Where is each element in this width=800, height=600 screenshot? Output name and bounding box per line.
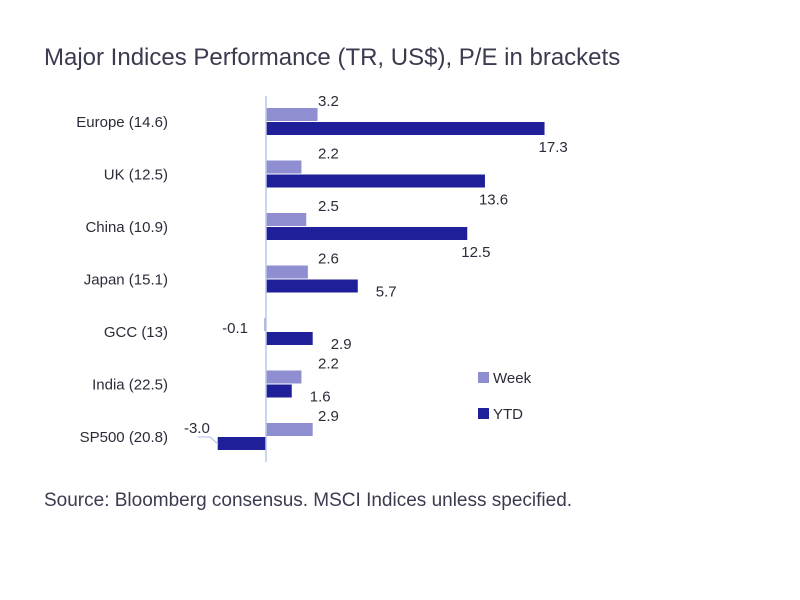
category-label: India (22.5)	[92, 377, 168, 394]
data-label-ytd: 13.6	[479, 192, 508, 209]
category-label: China (10.9)	[85, 219, 168, 236]
data-label-ytd: 2.9	[331, 336, 352, 353]
data-label-ytd: 12.5	[461, 244, 490, 261]
data-label-week: -0.1	[222, 320, 248, 337]
bar-ytd	[217, 437, 266, 450]
data-label-week: 2.9	[318, 408, 339, 425]
data-label-week: 3.2	[318, 93, 339, 110]
chart-title: Major Indices Performance (TR, US$), P/E…	[44, 44, 621, 71]
data-label-ytd: 17.3	[539, 139, 568, 156]
legend-label-week: Week	[493, 370, 532, 387]
data-label-week: 2.5	[318, 198, 339, 215]
legend-swatch-ytd	[478, 408, 489, 419]
category-label: Japan (15.1)	[84, 272, 168, 289]
bar-ytd	[266, 122, 545, 135]
bar-week	[264, 318, 266, 331]
bar-week	[266, 265, 308, 279]
bar-ytd	[266, 227, 468, 240]
data-label-ytd: 1.6	[310, 389, 331, 406]
leader-line	[198, 436, 219, 445]
category-label: SP500 (20.8)	[80, 429, 168, 446]
bar-ytd	[266, 384, 292, 398]
bar-ytd	[266, 174, 485, 188]
bar-week	[266, 108, 318, 121]
bar-week	[266, 160, 302, 174]
bar-week	[266, 370, 302, 384]
bar-week	[266, 213, 307, 226]
legend-label-ytd: YTD	[493, 406, 523, 423]
category-label: UK (12.5)	[104, 167, 168, 184]
category-label: GCC (13)	[104, 324, 168, 341]
bar-ytd	[266, 279, 358, 293]
legend-swatch-week	[478, 372, 489, 383]
data-label-week: 2.6	[318, 251, 339, 268]
data-label-week: 2.2	[318, 356, 339, 373]
bar-week	[266, 423, 313, 436]
category-label: Europe (14.6)	[76, 114, 168, 131]
data-label-week: 2.2	[318, 146, 339, 163]
data-label-ytd: -3.0	[184, 420, 210, 437]
data-label-ytd: 5.7	[376, 284, 397, 301]
source-note: Source: Bloomberg consensus. MSCI Indice…	[44, 490, 573, 511]
bar-ytd	[266, 332, 313, 345]
